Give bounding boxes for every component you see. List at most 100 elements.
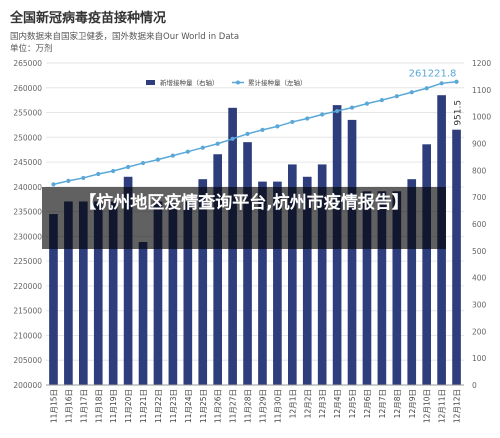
bar [362, 191, 372, 385]
x-tick-label: 12月1日 [288, 389, 297, 418]
x-tick-label: 11月28日 [244, 389, 253, 423]
line-point [230, 136, 235, 141]
overlay-banner [42, 187, 446, 249]
y-tick-label-left: 255000 [13, 109, 42, 118]
line-point [320, 112, 325, 117]
line-series [51, 79, 459, 187]
line-point [140, 160, 146, 166]
legend-swatch-line-dot [236, 80, 240, 85]
x-tick-label: 11月29日 [258, 389, 267, 423]
line-point [275, 124, 280, 129]
bar [287, 164, 297, 385]
x-tick-label: 11月20日 [124, 389, 133, 423]
line-point [305, 116, 310, 121]
bar [64, 201, 73, 385]
line-point [454, 79, 459, 84]
y-tick-label-right: 1100 [472, 86, 491, 95]
bar [213, 154, 223, 385]
x-tick-label: 11月15日 [49, 389, 58, 423]
legend-swatch-bar [146, 80, 155, 85]
bar [198, 179, 208, 385]
x-tick-label: 11月22日 [154, 389, 163, 423]
line-point [81, 175, 86, 181]
bar [258, 181, 267, 385]
x-tick-label: 12月5日 [348, 389, 357, 418]
line-point [439, 81, 444, 86]
x-tick-label: 11月19日 [109, 389, 118, 423]
bar [138, 241, 148, 385]
line-point [170, 153, 175, 158]
bar [317, 164, 327, 385]
line-point [245, 131, 250, 136]
x-tick-label: 12月4日 [333, 389, 342, 418]
bar [168, 201, 178, 385]
y-tick-label-right: 300 [472, 301, 487, 310]
y-tick-label-right: 400 [472, 274, 487, 283]
x-tick-label: 12月8日 [393, 389, 402, 418]
line-point [335, 108, 340, 114]
line-point [424, 86, 429, 91]
y-tick-label-left: 205000 [13, 356, 42, 365]
line-point [185, 149, 190, 154]
line-point [349, 105, 355, 110]
line-point [200, 145, 205, 150]
y-axis-right: 0 100 200 300 400 500 600 700 800 900 1000 1100 1200 [472, 59, 491, 390]
bar [302, 176, 312, 385]
x-axis: 11月15日 11月16日 11月17日 11月18日 11月19日 11月20日 11月2… [46, 384, 464, 423]
bar [93, 201, 103, 385]
bar [407, 179, 417, 385]
x-tick-label: 12月9日 [408, 389, 417, 418]
y-tick-label-left: 220000 [13, 282, 42, 291]
x-tick-label: 11月25日 [199, 389, 208, 423]
y-tick-label-right: 1200 [472, 59, 491, 68]
y-tick-label-right: 200 [472, 327, 487, 336]
x-tick-label: 12月11日 [438, 389, 447, 423]
x-tick-label: 11月24日 [184, 389, 193, 423]
bar [243, 142, 252, 385]
line-point [66, 178, 71, 184]
bar [347, 119, 357, 386]
x-tick-label: 12月10日 [423, 389, 432, 423]
y-tick-label-left: 250000 [13, 133, 42, 142]
y-axis-left: 200000 205000 210000 215000 220000 225000 2300… [13, 59, 42, 390]
y-tick-label-right: 500 [472, 247, 487, 256]
bar [123, 176, 133, 385]
line-point [364, 101, 370, 106]
y-tick-label-left: 230000 [13, 232, 42, 241]
line-point [260, 127, 265, 132]
y-tick-label-right: 600 [472, 220, 487, 229]
x-tick-label: 11月18日 [94, 389, 103, 423]
line-point [394, 94, 399, 99]
bar [183, 201, 193, 385]
legend-label-line: 累计接种量（左轴） [248, 78, 307, 87]
chart-legend: 新增接种量（右轴） 累计接种量（左轴） [146, 78, 307, 87]
bar [49, 214, 58, 385]
x-tick-label: 12月6日 [363, 389, 372, 418]
chart-annotations: 261221.8 951.5 [409, 69, 464, 126]
line-point [126, 164, 131, 170]
y-tick-label-left: 200000 [13, 381, 42, 390]
line-point [290, 119, 295, 125]
y-tick-label-left: 260000 [13, 84, 42, 93]
y-tick-label-right: 700 [472, 193, 487, 202]
bar [377, 191, 387, 385]
x-tick-label: 11月21日 [139, 389, 148, 423]
y-tick-label-right: 900 [472, 140, 487, 149]
bar [422, 144, 432, 385]
bar [153, 201, 163, 385]
x-tick-label: 12月2日 [303, 389, 312, 418]
overlay-banner-text: 【杭州地区疫情查询平台,杭州市疫情报告】 [79, 193, 409, 213]
y-tick-label-right: 0 [472, 381, 477, 390]
x-tick-label: 12月12日 [453, 389, 462, 423]
chart-unit: 单位：万剂 [10, 43, 53, 54]
bar [108, 201, 118, 385]
x-tick-label: 12月7日 [378, 389, 387, 418]
bar-value-label: 951.5 [454, 100, 464, 126]
x-tick-label: 11月30日 [273, 389, 282, 423]
y-tick-label-left: 215000 [13, 307, 42, 316]
y-tick-label-left: 210000 [13, 331, 42, 340]
line-point [96, 171, 101, 177]
bar [78, 201, 88, 385]
x-tick-label: 11月17日 [79, 389, 88, 423]
